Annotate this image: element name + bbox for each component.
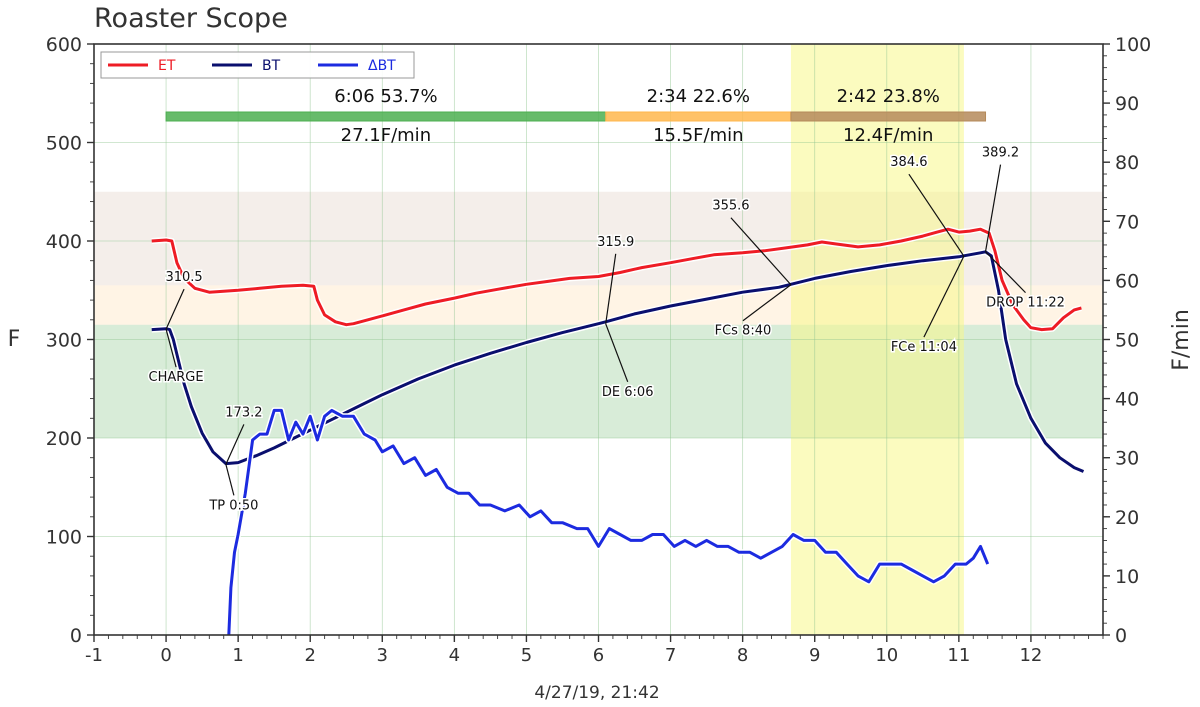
delta-bt-line: [227, 408, 990, 636]
event-value-label: 315.9: [597, 235, 634, 250]
y-axis-label: F: [8, 327, 21, 352]
y-tick-label: 300: [46, 330, 82, 352]
event-value-leader: [984, 164, 1002, 252]
chart-title: Roaster Scope: [94, 3, 288, 34]
event-label-leader: [923, 255, 965, 338]
event-value-leader: [225, 424, 245, 465]
event-value-leader: [605, 253, 617, 324]
bt-line: [151, 250, 1085, 473]
x-tick-label: 11: [947, 645, 970, 666]
y2-tick-label: 60: [1115, 270, 1139, 292]
y2-tick-label: 0: [1115, 625, 1127, 647]
event-value-leader: [730, 217, 792, 286]
phase-bar: [605, 111, 792, 122]
x-tick-label: 12: [1019, 645, 1042, 666]
event-label: FCs 8:40: [715, 324, 772, 339]
x-tick-label: 3: [377, 645, 388, 666]
plot-area: 6:06 53.7% 27.1F/min 2:34 22.6% 15.5F/min 2:…: [46, 34, 1152, 666]
y-tick-label: 0: [70, 625, 82, 647]
y2-tick-label: 40: [1115, 389, 1139, 411]
legend-label: ET: [158, 58, 176, 74]
event-value-label: 173.2: [225, 405, 262, 420]
event-label-leader: [225, 464, 235, 496]
y-tick-label: 600: [46, 34, 82, 56]
event-label-leader: [742, 284, 792, 322]
event-value-leader: [165, 288, 185, 330]
phase-rate-label: 27.1F/min: [341, 125, 431, 146]
phase-rate-label: 15.5F/min: [653, 125, 743, 146]
x-tick-label: 0: [160, 645, 171, 666]
x-tick-label: 4: [449, 645, 460, 666]
event-label: CHARGE: [149, 370, 204, 385]
event-value-leader: [908, 173, 965, 257]
event-label-leader: [605, 323, 629, 383]
event-label: FCe 11:04: [891, 340, 957, 355]
phase-rate-label: 12.4F/min: [843, 125, 933, 146]
phase-time-label: 2:42 23.8%: [837, 86, 940, 107]
y-tick-label: 500: [46, 133, 82, 155]
event-label-leader: [985, 251, 1026, 294]
y2-tick-label: 50: [1115, 330, 1139, 352]
event-value-label: 384.6: [890, 155, 927, 170]
y2-tick-label: 100: [1115, 34, 1151, 56]
y2-tick-label: 10: [1115, 566, 1139, 588]
event-label-leader: [165, 329, 177, 368]
x-axis-label: 4/27/19, 21:42: [534, 683, 659, 703]
y-tick-label: 200: [46, 428, 82, 450]
y2-tick-label: 80: [1115, 152, 1139, 174]
legend-label: BT: [262, 58, 281, 74]
y-tick-label: 400: [46, 231, 82, 253]
event-label: DROP 11:22: [986, 296, 1065, 311]
y2-tick-label: 30: [1115, 448, 1139, 470]
x-tick-label: 6: [593, 645, 604, 666]
x-tick-label: 1: [232, 645, 243, 666]
x-tick-label: -1: [85, 645, 103, 666]
x-tick-label: 10: [875, 645, 898, 666]
event-value-label: 389.2: [982, 146, 1019, 161]
y2-tick-label: 20: [1115, 507, 1139, 529]
x-tick-label: 7: [665, 645, 676, 666]
x-tick-label: 2: [304, 645, 315, 666]
phase-time-label: 2:34 22.6%: [647, 86, 750, 107]
event-label: TP 0:50: [208, 498, 258, 513]
legend-box: [100, 51, 415, 79]
event-value-label: 355.6: [712, 199, 749, 214]
phase-time-label: 6:06 53.7%: [334, 86, 437, 107]
legend-label: ΔBT: [368, 58, 396, 74]
x-tick-label: 9: [809, 645, 820, 666]
phase-bar: [790, 111, 987, 122]
x-tick-label: 8: [737, 645, 748, 666]
x-tick-label: 5: [521, 645, 532, 666]
y2-tick-label: 70: [1115, 211, 1139, 233]
y-axis-label-right: F/min: [1169, 309, 1194, 371]
event-label: DE 6:06: [602, 385, 654, 400]
y2-tick-label: 90: [1115, 93, 1139, 115]
et-line: [151, 227, 1082, 332]
event-value-label: 310.5: [165, 270, 202, 285]
phase-bar: [165, 111, 607, 122]
y-tick-label: 100: [46, 527, 82, 549]
